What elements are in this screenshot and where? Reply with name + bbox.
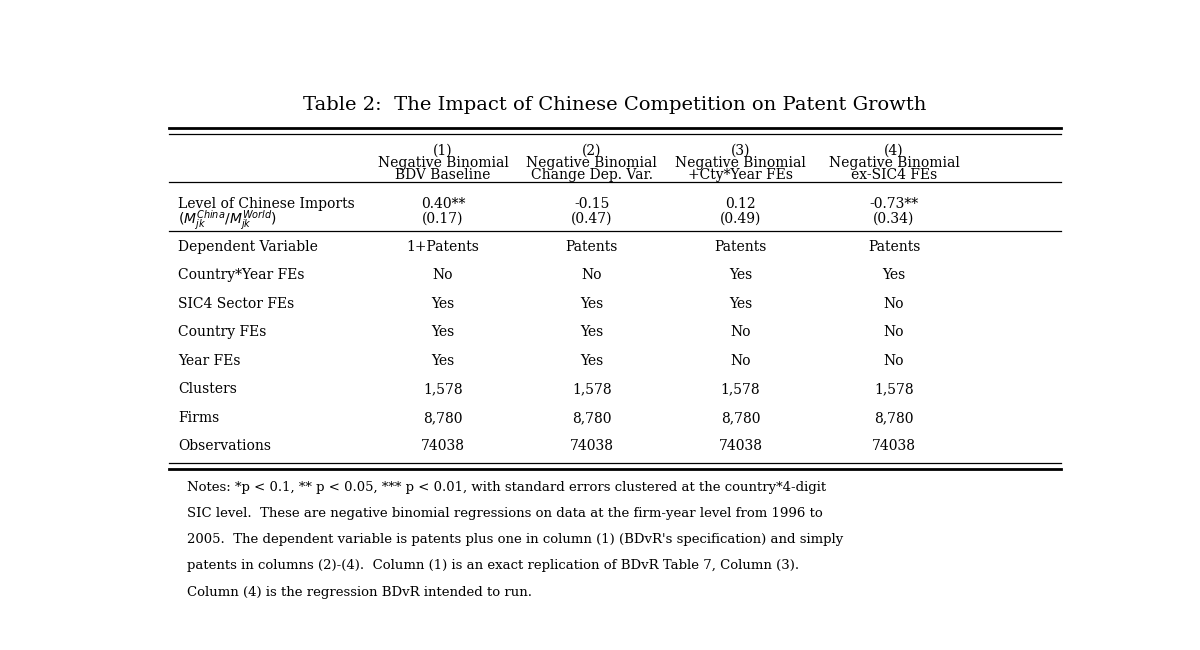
Text: Yes: Yes <box>882 268 906 282</box>
Text: Yes: Yes <box>580 354 604 368</box>
Text: Negative Binomial: Negative Binomial <box>527 155 658 170</box>
Text: +Cty*Year FEs: +Cty*Year FEs <box>688 168 793 182</box>
Text: No: No <box>731 354 751 368</box>
Text: BDV Baseline: BDV Baseline <box>395 168 491 182</box>
Text: 74038: 74038 <box>719 439 762 453</box>
Text: Yes: Yes <box>580 296 604 311</box>
Text: -0.15: -0.15 <box>574 197 610 211</box>
Text: 0.40**: 0.40** <box>421 197 466 211</box>
Text: (2): (2) <box>582 144 601 158</box>
Text: Country FEs: Country FEs <box>178 325 266 339</box>
Text: Yes: Yes <box>431 354 455 368</box>
Text: 0.12: 0.12 <box>725 197 756 211</box>
Text: No: No <box>731 325 751 339</box>
Text: (4): (4) <box>884 144 904 158</box>
Text: No: No <box>883 296 905 311</box>
Text: Patents: Patents <box>565 240 618 254</box>
Text: $(M_{jk}^{China}/M_{jk}^{World})$: $(M_{jk}^{China}/M_{jk}^{World})$ <box>178 208 277 232</box>
Text: 74038: 74038 <box>570 439 613 453</box>
Text: Negative Binomial: Negative Binomial <box>676 155 806 170</box>
Text: Clusters: Clusters <box>178 382 236 396</box>
Text: 1,578: 1,578 <box>572 382 612 396</box>
Text: -0.73**: -0.73** <box>870 197 918 211</box>
Text: (0.17): (0.17) <box>422 212 463 226</box>
Text: 74038: 74038 <box>421 439 464 453</box>
Text: Negative Binomial: Negative Binomial <box>378 155 509 170</box>
Text: 74038: 74038 <box>872 439 916 453</box>
Text: 8,780: 8,780 <box>721 411 761 425</box>
Text: Year FEs: Year FEs <box>178 354 240 368</box>
Text: Patents: Patents <box>714 240 767 254</box>
Text: Yes: Yes <box>728 268 752 282</box>
Text: Firms: Firms <box>178 411 220 425</box>
Text: 1,578: 1,578 <box>721 382 761 396</box>
Text: (0.49): (0.49) <box>720 212 761 226</box>
Text: Column (4) is the regression BDvR intended to run.: Column (4) is the regression BDvR intend… <box>187 586 533 599</box>
Text: 2005.  The dependent variable is patents plus one in column (1) (BDvR's specific: 2005. The dependent variable is patents … <box>187 534 844 547</box>
Text: Yes: Yes <box>431 325 455 339</box>
Text: 8,780: 8,780 <box>572 411 612 425</box>
Text: No: No <box>433 268 454 282</box>
Text: Observations: Observations <box>178 439 271 453</box>
Text: Negative Binomial: Negative Binomial <box>828 155 960 170</box>
Text: 1,578: 1,578 <box>874 382 914 396</box>
Text: Yes: Yes <box>728 296 752 311</box>
Text: 8,780: 8,780 <box>875 411 913 425</box>
Text: (0.34): (0.34) <box>874 212 914 226</box>
Text: Change Dep. Var.: Change Dep. Var. <box>530 168 653 182</box>
Text: Patents: Patents <box>868 240 920 254</box>
Text: Dependent Variable: Dependent Variable <box>178 240 318 254</box>
Text: 8,780: 8,780 <box>424 411 463 425</box>
Text: Notes: *p < 0.1, ** p < 0.05, *** p < 0.01, with standard errors clustered at th: Notes: *p < 0.1, ** p < 0.05, *** p < 0.… <box>187 482 827 495</box>
Text: (1): (1) <box>433 144 452 158</box>
Text: No: No <box>883 354 905 368</box>
Text: Level of Chinese Imports: Level of Chinese Imports <box>178 197 355 211</box>
Text: SIC level.  These are negative binomial regressions on data at the firm-year lev: SIC level. These are negative binomial r… <box>187 508 823 521</box>
Text: Yes: Yes <box>431 296 455 311</box>
Text: 1,578: 1,578 <box>424 382 463 396</box>
Text: 1+Patents: 1+Patents <box>407 240 479 254</box>
Text: Table 2:  The Impact of Chinese Competition on Patent Growth: Table 2: The Impact of Chinese Competiti… <box>304 96 926 114</box>
Text: SIC4 Sector FEs: SIC4 Sector FEs <box>178 296 294 311</box>
Text: No: No <box>883 325 905 339</box>
Text: ex-SIC4 FEs: ex-SIC4 FEs <box>851 168 937 182</box>
Text: Country*Year FEs: Country*Year FEs <box>178 268 305 282</box>
Text: Yes: Yes <box>580 325 604 339</box>
Text: No: No <box>582 268 602 282</box>
Text: (0.47): (0.47) <box>571 212 612 226</box>
Text: patents in columns (2)-(4).  Column (1) is an exact replication of BDvR Table 7,: patents in columns (2)-(4). Column (1) i… <box>187 560 799 573</box>
Text: (3): (3) <box>731 144 750 158</box>
